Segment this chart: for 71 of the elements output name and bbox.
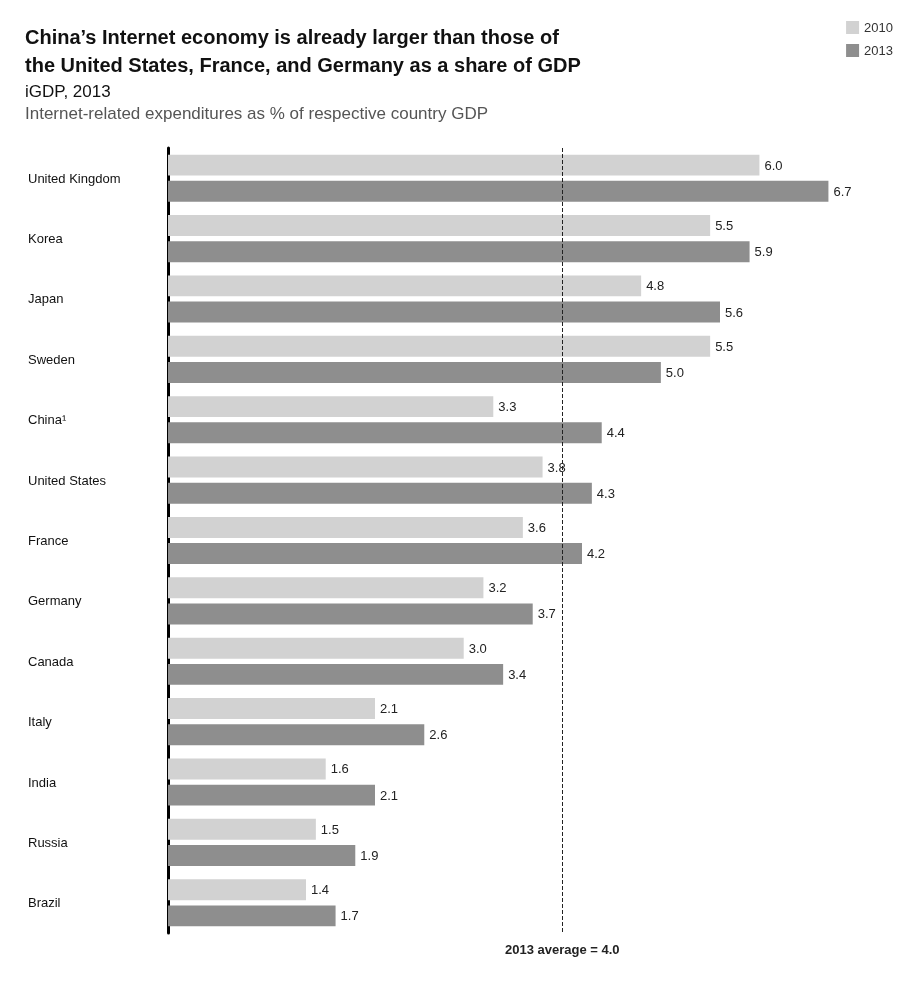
- data-label: 5.0: [665, 364, 684, 380]
- y-tick-label: India: [28, 774, 57, 790]
- data-label: 1.5: [320, 821, 339, 837]
- data-label: 4.2: [587, 546, 606, 562]
- bar: [168, 215, 711, 236]
- y-tick-label: Italy: [28, 714, 53, 730]
- bar: [168, 603, 533, 625]
- bar: [168, 335, 711, 357]
- bar: [168, 154, 760, 176]
- data-label: 3.8: [547, 459, 566, 475]
- bar: [168, 543, 582, 565]
- y-tick-label: Sweden: [28, 351, 75, 367]
- bar: [168, 422, 602, 444]
- bar: [168, 818, 316, 840]
- chart-title: China’s Internet economy is already larger than those of the United States, France, and Germany as a share of GDP: [25, 26, 581, 76]
- bar: [168, 301, 720, 323]
- data-label: 6.0: [764, 157, 783, 173]
- data-label: 5.9: [754, 244, 773, 260]
- y-tick-label: Korea: [28, 231, 64, 247]
- bar: [168, 637, 464, 659]
- bar: [168, 241, 750, 263]
- bar: [168, 482, 592, 504]
- y-tick-label: Russia: [28, 834, 69, 850]
- bar: [168, 758, 326, 780]
- data-label: 4.4: [606, 425, 625, 441]
- bar: [168, 663, 504, 685]
- bar: [168, 516, 523, 538]
- data-label: 3.2: [488, 580, 507, 596]
- x-axis-title: Internet-related expenditures as % of respective country GDP: [25, 104, 489, 123]
- data-label: 4.8: [646, 278, 665, 294]
- data-label: 3.4: [508, 666, 527, 682]
- data-label: 2.1: [380, 787, 399, 803]
- data-label: 1.7: [340, 908, 359, 924]
- data-label: 3.7: [537, 606, 556, 622]
- data-label: 1.4: [311, 882, 330, 898]
- chart-subtitle: iGDP, 2013: [25, 82, 111, 101]
- ref-line-label: 2013 average = 4.0: [505, 942, 620, 957]
- data-label: 3.6: [527, 519, 546, 535]
- bar: [168, 845, 356, 866]
- data-label: 1.6: [330, 761, 349, 777]
- y-tick-label: United States: [28, 472, 107, 488]
- bar: [168, 784, 375, 806]
- bar: [168, 698, 375, 720]
- data-label: 2.1: [380, 701, 399, 717]
- y-tick-label: United Kingdom: [28, 170, 121, 186]
- y-tick-label: Japan: [28, 291, 64, 307]
- data-label: 2.6: [429, 727, 448, 743]
- bar: [168, 180, 829, 202]
- bar: [168, 361, 661, 383]
- data-label: 4.3: [596, 485, 615, 501]
- bar: [168, 396, 494, 418]
- bar: [168, 456, 543, 478]
- legend-label: 2013: [864, 43, 893, 58]
- bar: [168, 275, 642, 297]
- data-label: 1.9: [360, 848, 379, 864]
- y-tick-label: France: [28, 533, 69, 548]
- data-label: 5.5: [715, 338, 734, 354]
- y-tick-label: Germany: [28, 593, 82, 609]
- bar: [168, 577, 484, 599]
- y-tick-label: Canada: [28, 653, 75, 669]
- legend-label: 2010: [864, 20, 893, 35]
- data-label: 3.0: [468, 640, 487, 656]
- data-label: 6.7: [833, 183, 852, 199]
- bar: [168, 724, 425, 746]
- data-label: 5.6: [725, 304, 744, 320]
- y-tick-label: Brazil: [28, 895, 61, 911]
- y-tick-label: China¹: [28, 412, 67, 428]
- data-label: 5.5: [715, 217, 734, 233]
- data-label: 3.3: [498, 399, 517, 415]
- bar: [168, 905, 336, 927]
- bar: [168, 879, 306, 901]
